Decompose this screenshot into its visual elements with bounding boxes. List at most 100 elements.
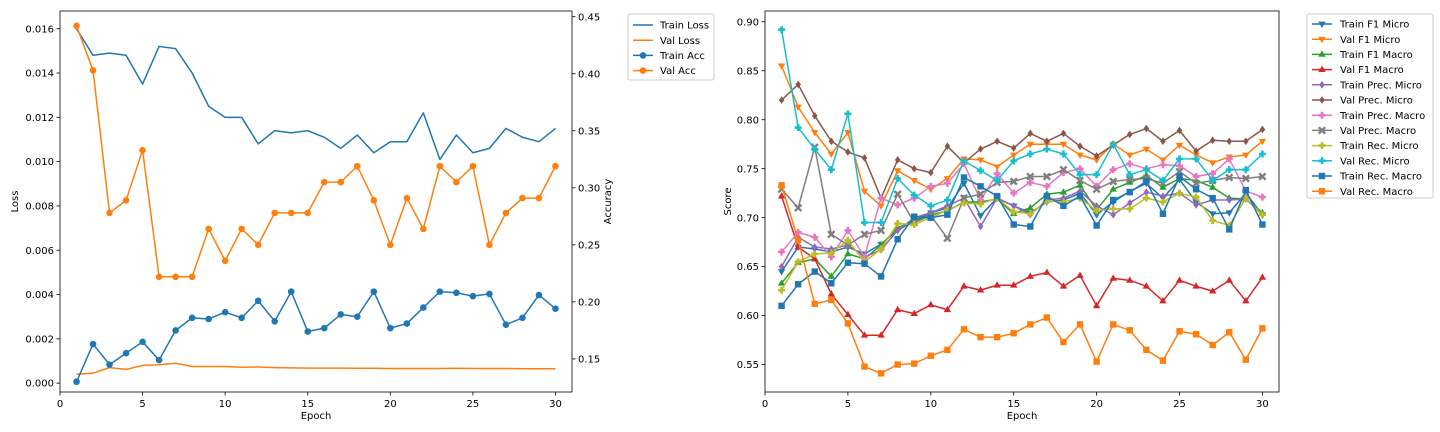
point-train-prec-micro <box>778 262 785 271</box>
x-tick-label: 30 <box>549 399 562 410</box>
y-axis-label-right: Accuracy <box>603 179 614 225</box>
point-train-f1-micro <box>1225 210 1233 217</box>
legend-marker <box>1319 81 1325 89</box>
series-train-acc <box>73 288 559 386</box>
point-val-rec-macro <box>944 346 951 354</box>
point-val-prec-micro <box>928 168 934 177</box>
legend-entry-train-loss: Train Loss <box>633 21 709 32</box>
point-val-acc <box>502 209 510 217</box>
legend-marker <box>1318 157 1326 165</box>
point-val-prec-micro <box>1243 137 1249 146</box>
point-val-acc <box>552 162 559 170</box>
series-train-loss <box>75 28 556 161</box>
point-train-rec-macro <box>794 281 802 288</box>
point-val-rec-macro <box>844 320 852 327</box>
point-train-acc <box>155 356 163 364</box>
point-val-rec-macro <box>1126 327 1133 334</box>
point-val-prec-micro <box>1010 144 1017 152</box>
legend-label: Train Loss <box>659 21 709 32</box>
point-train-f1-macro <box>827 272 836 279</box>
point-val-rec-micro <box>1026 150 1034 158</box>
point-val-prec-micro <box>1126 130 1133 139</box>
point-train-rec-micro <box>1242 194 1250 202</box>
point-val-f1-macro <box>1059 282 1068 289</box>
legend-entry-val-loss: Val Loss <box>633 36 700 47</box>
point-val-rec-macro <box>1060 338 1067 346</box>
point-train-rec-micro <box>827 249 835 257</box>
point-val-rec-micro <box>1258 150 1266 158</box>
y2-tick-label: 0.20 <box>578 297 600 308</box>
point-train-acc <box>122 349 130 357</box>
point-val-rec-macro <box>1109 321 1117 328</box>
point-val-prec-macro <box>1092 185 1101 194</box>
point-val-prec-micro <box>811 111 818 120</box>
legend-label: Val Rec. Micro <box>1340 156 1410 167</box>
legend-marker <box>1318 65 1326 72</box>
y-tick-label: 0.55 <box>737 360 759 371</box>
point-val-acc <box>353 162 361 170</box>
y2-tick-label: 0.25 <box>578 240 600 251</box>
point-val-rec-macro <box>794 236 802 244</box>
point-val-prec-macro <box>1009 177 1018 186</box>
series-train-f1-micro <box>777 177 1267 276</box>
legend-marker <box>1318 111 1326 119</box>
legend-label: Train Rec. Macro <box>1339 172 1422 183</box>
point-val-prec-macro <box>1125 175 1134 184</box>
point-train-rec-macro <box>1109 196 1117 204</box>
point-train-prec-micro <box>1060 194 1067 202</box>
point-val-f1-micro <box>844 130 852 137</box>
point-val-f1-macro <box>811 254 819 262</box>
point-train-acc <box>287 288 295 295</box>
point-train-prec-macro <box>1059 169 1067 177</box>
legend-label: Train F1 Micro <box>1339 20 1409 31</box>
point-train-rec-micro <box>960 199 968 207</box>
line-val-rec-macro <box>780 185 1264 375</box>
point-val-prec-macro <box>827 230 836 239</box>
point-train-rec-micro <box>977 200 985 208</box>
point-train-prec-micro <box>1110 210 1116 219</box>
point-train-prec-micro <box>944 202 951 210</box>
point-train-rec-macro <box>993 192 1001 200</box>
point-val-prec-macro <box>794 203 803 212</box>
point-train-prec-macro <box>778 248 786 256</box>
point-train-rec-micro <box>778 286 786 294</box>
line-val-prec-micro <box>781 83 1263 199</box>
point-val-rec-macro <box>811 300 818 308</box>
point-val-acc <box>420 225 427 233</box>
point-val-prec-macro <box>1258 172 1267 181</box>
point-val-f1-micro <box>1059 141 1068 149</box>
x-tick-label: 10 <box>219 399 232 410</box>
series-val-prec-micro <box>778 80 1266 202</box>
point-train-rec-macro <box>1060 202 1067 210</box>
y2-tick-label: 0.15 <box>578 355 600 366</box>
y-tick-label: 0.012 <box>25 113 54 124</box>
point-train-rec-macro <box>1126 188 1133 196</box>
point-val-prec-micro <box>845 148 851 156</box>
point-val-prec-micro <box>1077 142 1083 150</box>
point-train-rec-micro <box>1142 194 1150 202</box>
point-val-acc <box>287 209 295 217</box>
y2-tick-label: 0.35 <box>578 126 600 137</box>
point-train-prec-macro <box>1176 162 1184 170</box>
point-val-acc <box>320 178 328 186</box>
point-train-prec-macro <box>1076 165 1084 173</box>
point-val-f1-macro <box>1258 273 1267 280</box>
point-val-prec-macro <box>1026 172 1035 181</box>
point-val-prec-micro <box>894 156 901 164</box>
point-val-rec-micro <box>1209 176 1217 184</box>
point-train-acc <box>486 290 493 298</box>
point-val-rec-micro <box>794 124 802 132</box>
point-val-rec-micro <box>1126 171 1134 179</box>
point-val-rec-macro <box>894 361 901 368</box>
line-train-prec-micro <box>780 190 1263 267</box>
point-val-rec-macro <box>977 333 984 341</box>
point-val-acc <box>89 67 97 74</box>
point-val-rec-micro <box>977 167 985 175</box>
point-val-prec-micro <box>944 142 951 150</box>
point-train-prec-micro <box>1126 199 1133 207</box>
point-train-rec-micro <box>1010 208 1018 216</box>
line-val-f1-micro <box>780 65 1263 207</box>
point-val-prec-macro <box>1241 174 1250 183</box>
y2-tick-label: 0.45 <box>578 12 600 23</box>
point-train-acc <box>436 288 444 295</box>
